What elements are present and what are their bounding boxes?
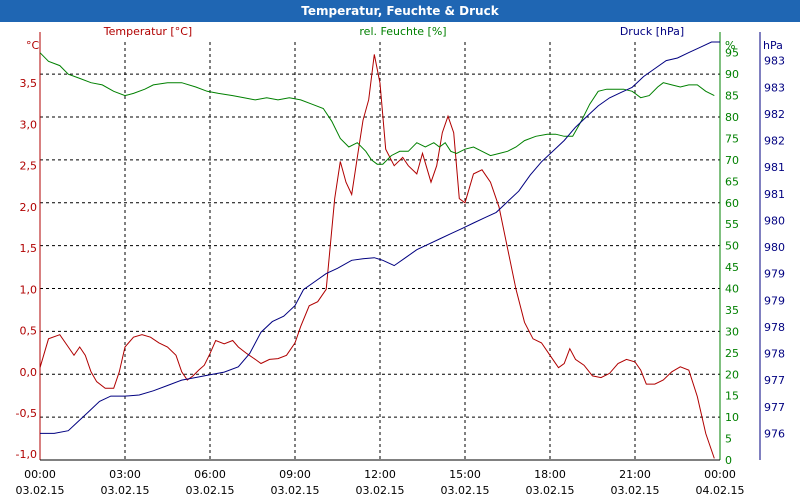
humidity-tick: 95 <box>725 47 739 60</box>
pressure-tick: 977 <box>764 374 785 387</box>
x-tick-time: 21:00 <box>619 468 651 481</box>
x-tick-date: 04.02.15 <box>696 484 745 497</box>
pressure-tick: 982 <box>764 135 785 148</box>
pressure-tick: 981 <box>764 161 785 174</box>
pressure-tick: 977 <box>764 401 785 414</box>
pressure-tick: 976 <box>764 427 785 440</box>
humidity-tick: 70 <box>725 154 739 167</box>
x-tick-time: 00:00 <box>24 468 56 481</box>
humidity-tick: 5 <box>725 433 732 446</box>
x-tick-date: 03.02.15 <box>186 484 235 497</box>
x-tick-time: 00:00 <box>704 468 736 481</box>
temperature-tick: 1,5 <box>20 242 38 255</box>
tick-labels: 00:00 03.02.15 03:00 03.02.15 06:00 03.02.15 0… <box>16 47 785 497</box>
x-tick-time: 03:00 <box>109 468 141 481</box>
temperature-tick: 0,0 <box>20 366 38 379</box>
temperature-tick: -0,5 <box>16 407 37 420</box>
pressure-tick: 978 <box>764 321 785 334</box>
chart-title: Temperatur, Feuchte & Druck <box>0 0 800 22</box>
humidity-tick: 25 <box>725 347 739 360</box>
series-group <box>39 41 720 459</box>
humidity-unit-label: % <box>725 39 735 52</box>
humidity-tick: 60 <box>725 197 739 210</box>
x-tick-date: 03.02.15 <box>356 484 405 497</box>
humidity-tick: 55 <box>725 218 739 231</box>
humidity-tick: 85 <box>725 90 739 103</box>
x-tick-date: 03.02.15 <box>16 484 65 497</box>
x-tick-date: 03.02.15 <box>101 484 150 497</box>
humidity-tick: 15 <box>725 390 739 403</box>
humidity-tick: 35 <box>725 304 739 317</box>
pressure-tick: 979 <box>764 294 785 307</box>
humidity-tick: 80 <box>725 111 739 124</box>
humidity-tick: 65 <box>725 175 739 188</box>
axes <box>39 32 761 461</box>
humidity-tick: 75 <box>725 132 739 145</box>
humidity-tick: 90 <box>725 68 739 81</box>
temperature-tick: -1,0 <box>16 448 37 461</box>
humidity-tick: 40 <box>725 283 739 296</box>
x-tick-date: 03.02.15 <box>271 484 320 497</box>
humidity-axis-label: rel. Feuchte [%] <box>359 25 446 38</box>
grid-lines <box>39 42 721 460</box>
x-tick-time: 06:00 <box>194 468 226 481</box>
pressure-tick: 980 <box>764 214 785 227</box>
humidity-tick: 10 <box>725 411 739 424</box>
humidity-tick: 45 <box>725 261 739 274</box>
temperature-tick: 3,0 <box>20 118 38 131</box>
pressure-tick: 983 <box>764 81 785 94</box>
x-tick-time: 18:00 <box>534 468 566 481</box>
pressure-tick: 982 <box>764 108 785 121</box>
pressure-unit-label: hPa <box>763 39 783 52</box>
temperature-tick: 0,5 <box>20 325 38 338</box>
pressure-tick: 980 <box>764 241 785 254</box>
x-tick-date: 03.02.15 <box>611 484 660 497</box>
pressure-tick: 981 <box>764 188 785 201</box>
chart-canvas: 00:00 03.02.15 03:00 03.02.15 06:00 03.02.15 0… <box>16 25 785 497</box>
x-tick-time: 09:00 <box>279 468 311 481</box>
temperature-tick: 2,0 <box>20 201 38 214</box>
pressure-tick: 983 <box>764 55 785 68</box>
x-tick-date: 03.02.15 <box>441 484 490 497</box>
x-tick-time: 15:00 <box>449 468 481 481</box>
humidity-tick: 20 <box>725 368 739 381</box>
x-tick-date: 03.02.15 <box>526 484 575 497</box>
humidity-tick: 0 <box>725 454 732 467</box>
humidity-tick: 30 <box>725 325 739 338</box>
x-tick-time: 12:00 <box>364 468 396 481</box>
pressure-axis-label: Druck [hPa] <box>620 25 684 38</box>
temperature-unit-label: °C <box>26 39 40 52</box>
pressure-tick: 978 <box>764 348 785 361</box>
series-line-pressure <box>40 41 720 434</box>
temperature-axis-label: Temperatur [°C] <box>103 25 192 38</box>
series-line-temperature <box>39 54 715 459</box>
temperature-tick: 3,5 <box>20 77 38 90</box>
pressure-tick: 979 <box>764 268 785 281</box>
temperature-tick: 1,0 <box>20 283 38 296</box>
humidity-tick: 50 <box>725 240 739 253</box>
temperature-tick: 2,5 <box>20 160 38 173</box>
series-line-humidity <box>39 52 715 165</box>
